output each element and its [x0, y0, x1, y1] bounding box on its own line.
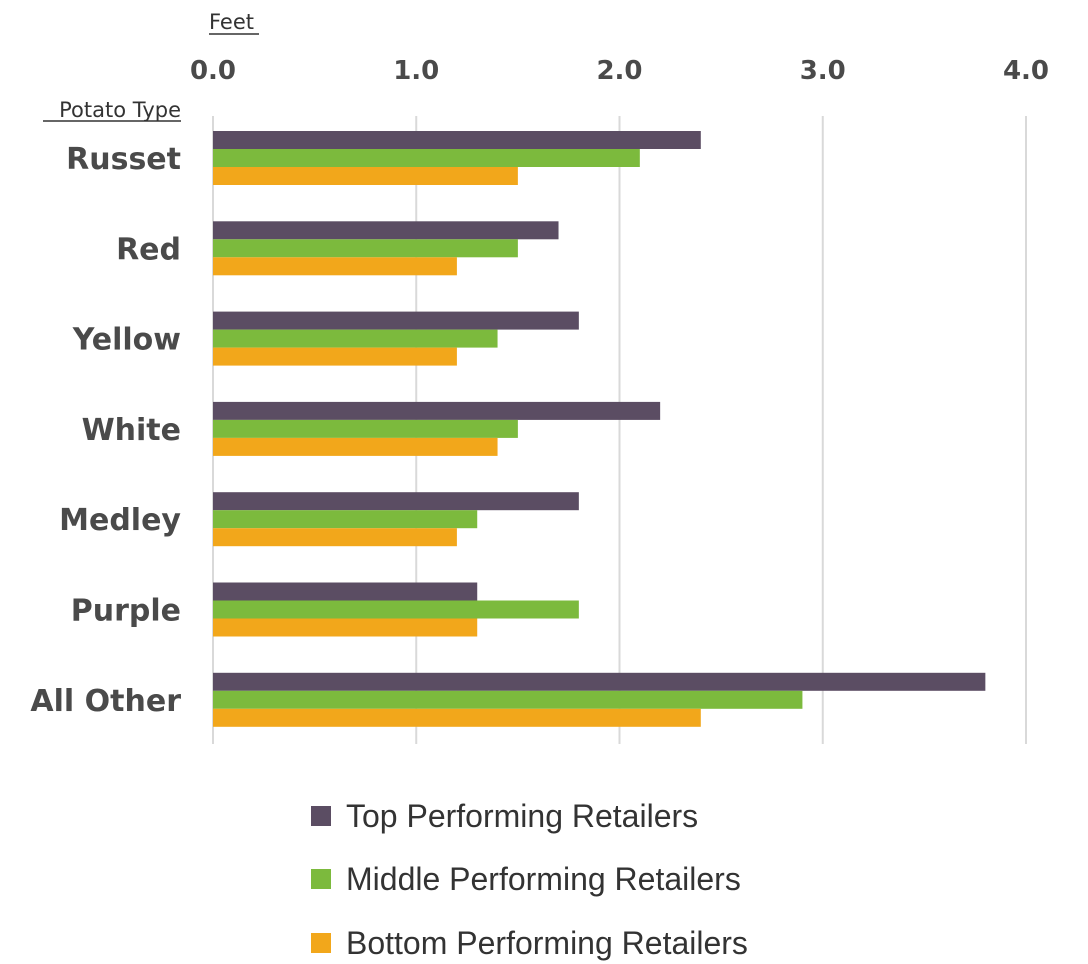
- x-tick-label: 1.0: [393, 56, 439, 86]
- y-axis-title: Potato Type: [59, 98, 181, 122]
- bar-all-other-series-1: [213, 672, 986, 691]
- x-tick-labels: 0.0 1.0 2.0 3.0 4.0: [190, 56, 1049, 86]
- grid-lines: [212, 116, 1027, 744]
- bar-russet-series-2: [213, 149, 640, 167]
- bar-purple-series-2: [213, 600, 579, 619]
- bar-medley-series-1: [213, 492, 579, 511]
- category-label: Russet: [66, 142, 181, 177]
- category-label: White: [82, 413, 181, 448]
- bar-purple-series-3: [213, 618, 478, 637]
- bar-white-series-1: [213, 401, 661, 420]
- bar-yellow-series-3: [213, 347, 457, 366]
- category-label: All Other: [30, 684, 181, 719]
- bar-medley-series-2: [213, 510, 478, 529]
- category-label: Yellow: [72, 323, 181, 358]
- x-tick-label: 4.0: [1003, 56, 1049, 86]
- bar-all-other-series-2: [213, 690, 803, 709]
- bar-medley-series-3: [213, 528, 457, 547]
- legend-label: Top Performing Retailers: [346, 798, 698, 834]
- legend-swatch: [311, 869, 331, 889]
- category-labels: Russet Red Yellow White Medley Purple All Othe…: [30, 142, 181, 719]
- bar-russet-series-3: [213, 167, 518, 185]
- legend-swatch: [311, 806, 331, 826]
- legend: Top Performing Retailers Middle Performin…: [311, 798, 748, 961]
- bar-yellow-series-1: [213, 311, 579, 330]
- category-label: Red: [116, 232, 181, 267]
- legend-swatch: [311, 933, 331, 953]
- category-label: Purple: [71, 594, 181, 629]
- x-axis-title: Feet: [209, 10, 254, 34]
- bar-all-other-series-3: [213, 708, 701, 727]
- category-label: Medley: [59, 503, 181, 538]
- bar-red-series-2: [213, 239, 518, 258]
- x-tick-label: 0.0: [190, 56, 236, 86]
- bar-white-series-3: [213, 437, 498, 456]
- bar-red-series-1: [213, 221, 559, 240]
- x-tick-label: 3.0: [800, 56, 846, 86]
- bar-yellow-series-2: [213, 329, 498, 348]
- bars: [213, 131, 986, 727]
- x-tick-label: 2.0: [596, 56, 642, 86]
- legend-label: Bottom Performing Retailers: [346, 925, 748, 961]
- bar-red-series-3: [213, 257, 457, 276]
- bar-russet-series-1: [213, 131, 701, 149]
- legend-label: Middle Performing Retailers: [346, 861, 741, 897]
- bar-purple-series-1: [213, 582, 478, 601]
- bar-white-series-2: [213, 419, 518, 438]
